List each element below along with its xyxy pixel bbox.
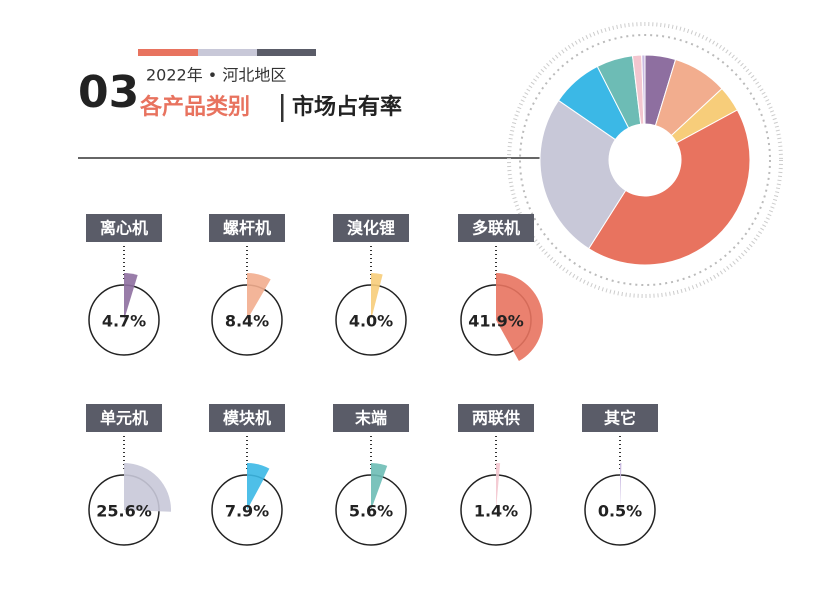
legend-label: 螺杆机 — [223, 219, 271, 238]
legend-label: 末端 — [355, 409, 387, 428]
label-box — [209, 214, 285, 242]
legend-label: 两联供 — [472, 409, 520, 428]
label-box — [333, 404, 409, 432]
legend-label: 溴化锂 — [347, 219, 395, 238]
value-label: 4.0% — [349, 312, 393, 331]
value-label: 1.4% — [474, 502, 518, 521]
label-box — [86, 214, 162, 242]
subtitle: 2022年 • 河北地区 — [146, 66, 286, 85]
mini-wedge — [496, 463, 501, 510]
deco-bar — [198, 49, 257, 56]
value-label: 0.5% — [598, 502, 642, 521]
donut-segment — [588, 109, 751, 266]
donut-segment — [539, 99, 627, 250]
value-label: 7.9% — [225, 502, 269, 521]
mini-wedge — [371, 273, 383, 320]
label-box — [86, 404, 162, 432]
label-box — [582, 404, 658, 432]
value-label: 8.4% — [225, 312, 269, 331]
label-box — [209, 404, 285, 432]
legend-label: 多联机 — [472, 219, 520, 238]
value-label: 5.6% — [349, 502, 393, 521]
deco-ring — [507, 22, 783, 298]
deco-ring — [519, 34, 771, 286]
title-right: 市场占有率 — [292, 94, 402, 120]
legend-label: 其它 — [604, 409, 636, 428]
value-label: 25.6% — [96, 502, 152, 521]
label-box — [333, 214, 409, 242]
mini-wedge — [247, 273, 271, 320]
mini-wedge — [371, 463, 388, 510]
legend-label: 单元机 — [100, 409, 148, 428]
mini-wedge — [496, 273, 543, 362]
donut-hole — [613, 128, 677, 192]
legend-label: 离心机 — [100, 219, 148, 238]
mini-wedge — [247, 463, 270, 510]
value-label: 41.9% — [468, 312, 524, 331]
label-box — [458, 404, 534, 432]
title-separator — [281, 94, 284, 122]
deco-bar — [138, 49, 198, 56]
section-number: 03 — [78, 67, 139, 118]
value-label: 4.7% — [102, 312, 146, 331]
label-box — [458, 214, 534, 242]
mini-wedge — [124, 273, 138, 320]
deco-bar — [257, 49, 316, 56]
legend-label: 模块机 — [223, 409, 271, 428]
mini-wedge — [620, 463, 622, 510]
title: 各产品类别 — [139, 94, 250, 120]
donut-segment — [641, 54, 646, 125]
mini-wedge — [124, 463, 171, 512]
